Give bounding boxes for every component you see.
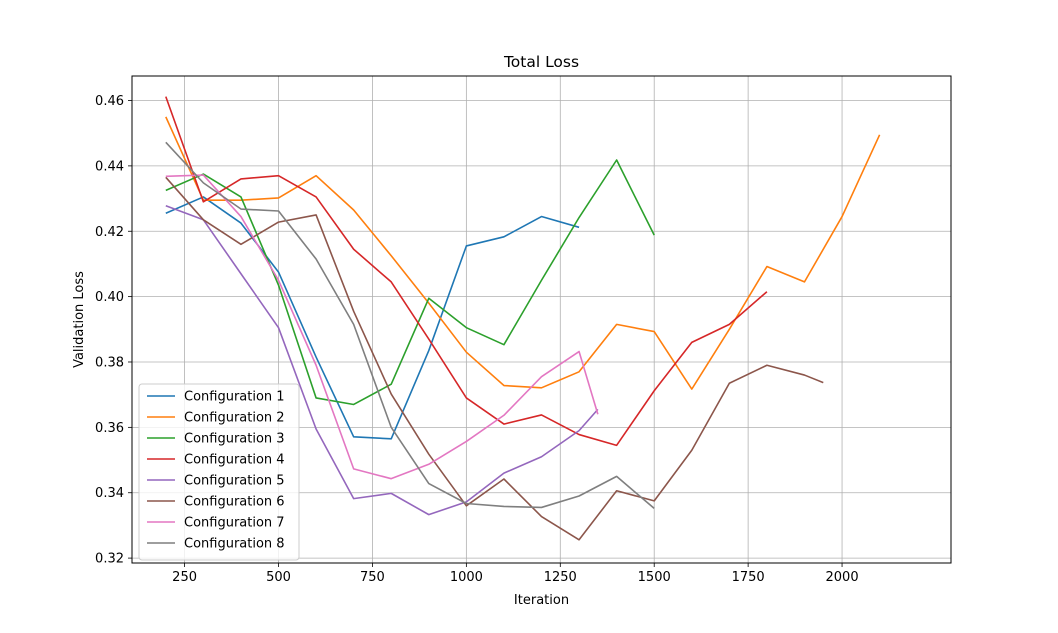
y-tick-label: 0.36 [95,421,124,436]
y-tick-label: 0.32 [95,552,124,567]
series-line-configuration-4 [165,96,768,447]
x-tick-label: 500 [266,570,291,585]
x-tick-label: 1500 [638,570,671,585]
x-tick-label: 1750 [732,570,765,585]
legend-label: Configuration 6 [184,495,285,510]
y-tick-label: 0.44 [95,159,124,174]
x-tick-label: 1250 [544,570,577,585]
legend-label: Configuration 8 [184,537,285,552]
x-tick-label: 1000 [450,570,483,585]
legend-label: Configuration 7 [184,516,285,531]
legend-label: Configuration 1 [184,390,285,405]
series-line-configuration-2 [165,116,881,390]
legend-label: Configuration 3 [184,432,285,447]
x-tick-label: 750 [360,570,385,585]
y-tick-label: 0.38 [95,355,124,370]
series-line-configuration-7 [165,174,599,480]
series-line-configuration-6 [165,176,824,541]
y-tick-label: 0.40 [95,290,124,305]
y-tick-label: 0.46 [95,94,124,109]
legend-box [138,383,300,561]
series-line-configuration-5 [165,205,599,516]
series-lines [165,96,881,541]
x-tick-label: 250 [172,570,197,585]
series-line-configuration-1 [165,196,580,440]
y-tick-label: 0.34 [95,486,124,501]
legend: Configuration 1 Configuration 2 Configurat… [138,383,300,561]
chart-title: Total Loss [503,53,579,71]
plot-frame [131,75,952,564]
y-tick-label: 0.42 [95,225,124,240]
series-line-configuration-3 [165,159,655,406]
series-line-configuration-8 [165,141,655,510]
legend-label: Configuration 4 [184,453,285,468]
legend-label: Configuration 5 [184,474,285,489]
axis-ticks: 250 500 750 1000 1250 1500 1750 2000 0.32 0.34 0.3… [95,94,859,585]
y-axis-label: Validation Loss [72,271,87,368]
x-tick-label: 2000 [826,570,859,585]
legend-label: Configuration 2 [184,411,285,426]
x-axis-label: Iteration [514,593,569,608]
